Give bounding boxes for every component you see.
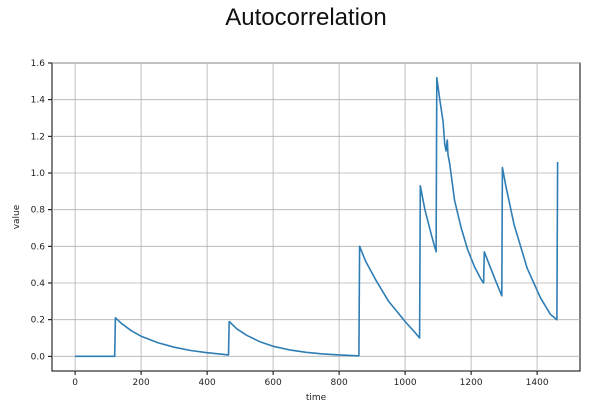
y-tick-label: 0.6 — [31, 242, 46, 252]
x-axis-label: time — [306, 393, 327, 403]
x-tick-label: 0 — [72, 378, 78, 388]
plot-area — [51, 62, 581, 372]
x-tick-label: 1200 — [460, 378, 483, 388]
x-tick-label: 1000 — [394, 378, 417, 388]
y-tick-label: 1.2 — [31, 132, 45, 142]
y-axis-label: value — [12, 204, 22, 229]
y-tick-label: 0.2 — [31, 316, 45, 326]
y-tick-label: 0.4 — [31, 279, 46, 289]
y-tick-label: 1.4 — [31, 96, 46, 106]
y-tick-label: 0.0 — [31, 352, 46, 362]
chart-title: Autocorrelation — [225, 4, 387, 31]
series-line — [75, 76, 559, 358]
y-axis-ticks: 0.0 0.2 0.4 0.6 0.8 1.0 1.2 1.4 1.6 — [31, 59, 52, 362]
grid-lines — [52, 62, 580, 371]
y-tick-label: 1.6 — [31, 59, 46, 69]
y-tick-label: 1.0 — [31, 169, 46, 179]
x-tick-label: 1400 — [526, 378, 549, 388]
y-tick-label: 0.8 — [31, 206, 46, 216]
x-axis-ticks: 0 200 400 600 800 1000 1200 1400 — [72, 371, 549, 388]
x-tick-label: 200 — [133, 378, 150, 388]
x-tick-label: 800 — [331, 378, 348, 388]
x-tick-label: 400 — [199, 378, 216, 388]
x-tick-label: 600 — [265, 378, 282, 388]
series-lines — [75, 76, 559, 358]
